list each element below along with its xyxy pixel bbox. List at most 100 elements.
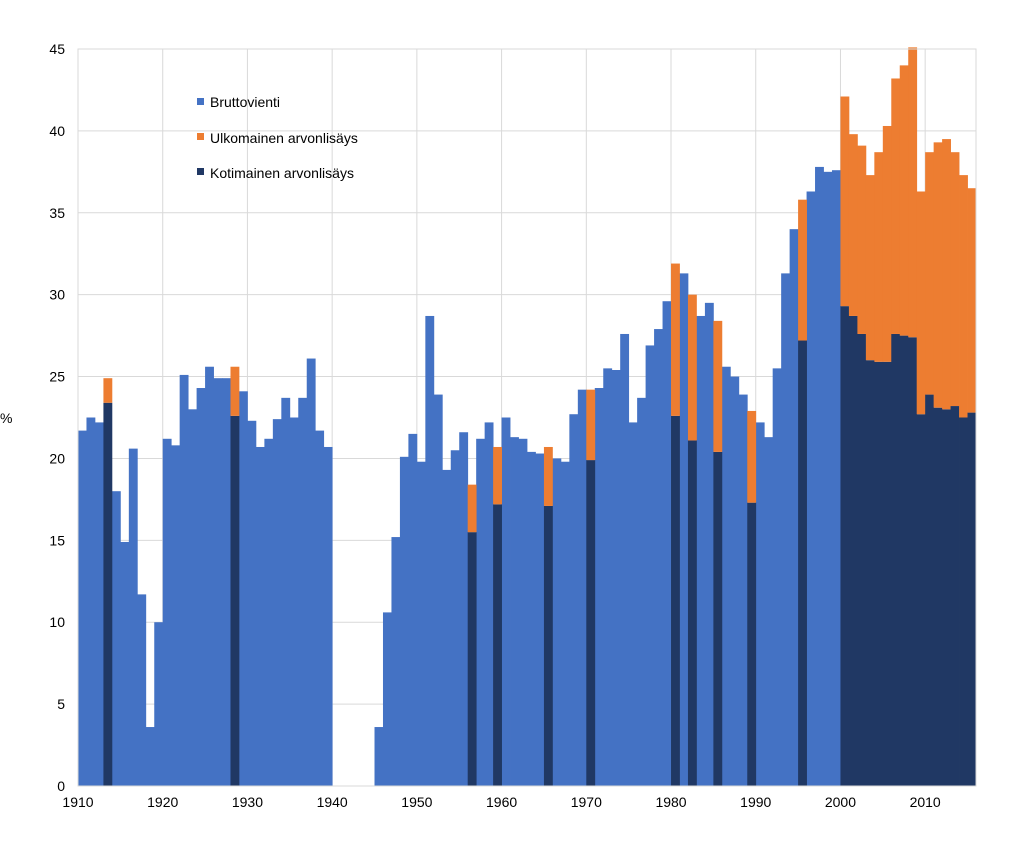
bar-bruttovienti bbox=[815, 166, 824, 787]
bar-ulkomainen-arvonlisays bbox=[865, 175, 875, 361]
bar-bruttovienti bbox=[611, 370, 621, 786]
x-tick-label: 1960 bbox=[486, 794, 517, 810]
bar-ulkomainen-arvonlisays bbox=[925, 152, 935, 395]
bar-ulkomainen-arvonlisays bbox=[857, 145, 867, 334]
y-axis-label: % bbox=[0, 410, 12, 426]
bar-bruttovienti bbox=[281, 397, 291, 786]
y-tick-label: 25 bbox=[49, 369, 65, 385]
bar-ulkomainen-arvonlisays bbox=[908, 47, 918, 338]
plot-frame bbox=[77, 48, 977, 787]
bar-bruttovienti bbox=[679, 273, 689, 786]
bar-ulkomainen-arvonlisays bbox=[713, 320, 723, 452]
y-axis-ticks: 0 5 10 15 20 25 30 35 40 45 bbox=[49, 41, 65, 794]
bar-bruttovienti bbox=[289, 417, 299, 786]
bar-bruttovienti bbox=[238, 391, 248, 786]
y-tick-label: 5 bbox=[57, 696, 65, 712]
bar-kotimainen-arvonlisays bbox=[493, 504, 502, 786]
bar-bruttovienti bbox=[831, 170, 841, 786]
bar-ulkomainen-arvonlisays bbox=[874, 152, 884, 362]
bar-kotimainen-arvonlisays bbox=[933, 407, 943, 786]
bar-bruttovienti bbox=[637, 397, 646, 786]
bar-ulkomainen-arvonlisays bbox=[916, 191, 926, 415]
bar-kotimainen-arvonlisays bbox=[848, 315, 858, 786]
bar-bruttovienti bbox=[789, 229, 799, 786]
bar-kotimainen-arvonlisays bbox=[230, 415, 240, 786]
bar-bruttovienti bbox=[264, 438, 274, 786]
bar-bruttovienti bbox=[527, 451, 536, 786]
bar-bruttovienti bbox=[162, 438, 172, 786]
bar-bruttovienti bbox=[704, 302, 714, 786]
bar-bruttovienti bbox=[577, 389, 587, 786]
bar-ulkomainen-arvonlisays bbox=[687, 294, 697, 441]
bar-bruttovienti bbox=[560, 461, 570, 786]
bar-ulkomainen-arvonlisays bbox=[671, 263, 680, 416]
bar-bruttovienti bbox=[620, 333, 630, 786]
bar-kotimainen-arvonlisays bbox=[840, 306, 850, 786]
bar-bruttovienti bbox=[128, 448, 138, 786]
bar-bruttovienti bbox=[730, 376, 740, 786]
x-tick-label: 1920 bbox=[147, 794, 178, 810]
bar-bruttovienti bbox=[764, 437, 774, 786]
bar-bruttovienti bbox=[442, 469, 452, 786]
bar-bruttovienti bbox=[645, 345, 655, 786]
bar-ulkomainen-arvonlisays bbox=[959, 175, 968, 418]
bar-kotimainen-arvonlisays bbox=[908, 337, 918, 786]
bar-kotimainen-arvonlisays bbox=[874, 361, 884, 786]
bar-kotimainen-arvonlisays bbox=[543, 505, 553, 786]
bar-kotimainen-arvonlisays bbox=[103, 402, 113, 786]
bar-bruttovienti bbox=[205, 366, 214, 786]
bar-ulkomainen-arvonlisays bbox=[848, 134, 858, 316]
bar-bruttovienti bbox=[696, 315, 706, 786]
bar-bruttovienti bbox=[721, 366, 731, 786]
bar-kotimainen-arvonlisays bbox=[950, 406, 960, 786]
x-tick-label: 1990 bbox=[740, 794, 771, 810]
legend-swatch-ulkomainen bbox=[197, 133, 204, 140]
bar-bruttovienti bbox=[603, 368, 613, 786]
bar-bruttovienti bbox=[552, 458, 562, 786]
bar-kotimainen-arvonlisays bbox=[959, 417, 968, 786]
bar-bruttovienti bbox=[459, 432, 469, 786]
bar-bruttovienti bbox=[476, 438, 486, 786]
bar-bruttovienti bbox=[94, 422, 104, 786]
bar-ulkomainen-arvonlisays bbox=[747, 410, 757, 503]
bar-ulkomainen-arvonlisays bbox=[882, 125, 892, 362]
bar-bruttovienti bbox=[213, 378, 223, 786]
legend-label-kotimainen: Kotimainen arvonlisäys bbox=[210, 165, 354, 181]
bar-bruttovienti bbox=[382, 612, 392, 786]
bar-bruttovienti bbox=[518, 438, 528, 786]
x-tick-label: 1910 bbox=[62, 794, 93, 810]
bar-bruttovienti bbox=[755, 422, 765, 786]
x-tick-label: 1980 bbox=[655, 794, 686, 810]
bar-kotimainen-arvonlisays bbox=[925, 394, 935, 786]
bar-bruttovienti bbox=[501, 417, 511, 786]
bar-bruttovienti bbox=[298, 397, 308, 786]
bar-bruttovienti bbox=[823, 171, 833, 786]
bar-kotimainen-arvonlisays bbox=[891, 333, 901, 786]
bar-bruttovienti bbox=[272, 419, 282, 786]
bar-kotimainen-arvonlisays bbox=[899, 335, 909, 786]
bar-bruttovienti bbox=[738, 394, 748, 786]
x-tick-label: 2010 bbox=[910, 794, 941, 810]
x-tick-label: 1940 bbox=[317, 794, 348, 810]
bar-bruttovienti bbox=[510, 437, 519, 786]
x-axis-ticks: 1910 1920 1930 1940 1950 1960 1970 1980 1990 2000… bbox=[62, 794, 941, 810]
bar-kotimainen-arvonlisays bbox=[916, 414, 926, 786]
bar-kotimainen-arvonlisays bbox=[865, 360, 875, 786]
bar-ulkomainen-arvonlisays bbox=[798, 199, 807, 341]
bar-bruttovienti bbox=[450, 450, 460, 786]
bar-bruttovienti bbox=[594, 388, 604, 786]
bar-bruttovienti bbox=[772, 368, 782, 786]
bar-bruttovienti bbox=[171, 445, 181, 786]
bar-bruttovienti bbox=[416, 461, 426, 786]
bar-bruttovienti bbox=[391, 537, 401, 786]
bar-ulkomainen-arvonlisays bbox=[543, 446, 553, 506]
bar-ulkomainen-arvonlisays bbox=[586, 389, 596, 461]
bar-ulkomainen-arvonlisays bbox=[891, 78, 901, 334]
bar-ulkomainen-arvonlisays bbox=[933, 142, 943, 408]
x-tick-label: 1930 bbox=[232, 794, 263, 810]
x-tick-label: 1970 bbox=[571, 794, 602, 810]
y-tick-label: 15 bbox=[49, 532, 65, 548]
bar-kotimainen-arvonlisays bbox=[467, 532, 477, 786]
bar-ulkomainen-arvonlisays bbox=[493, 446, 502, 505]
